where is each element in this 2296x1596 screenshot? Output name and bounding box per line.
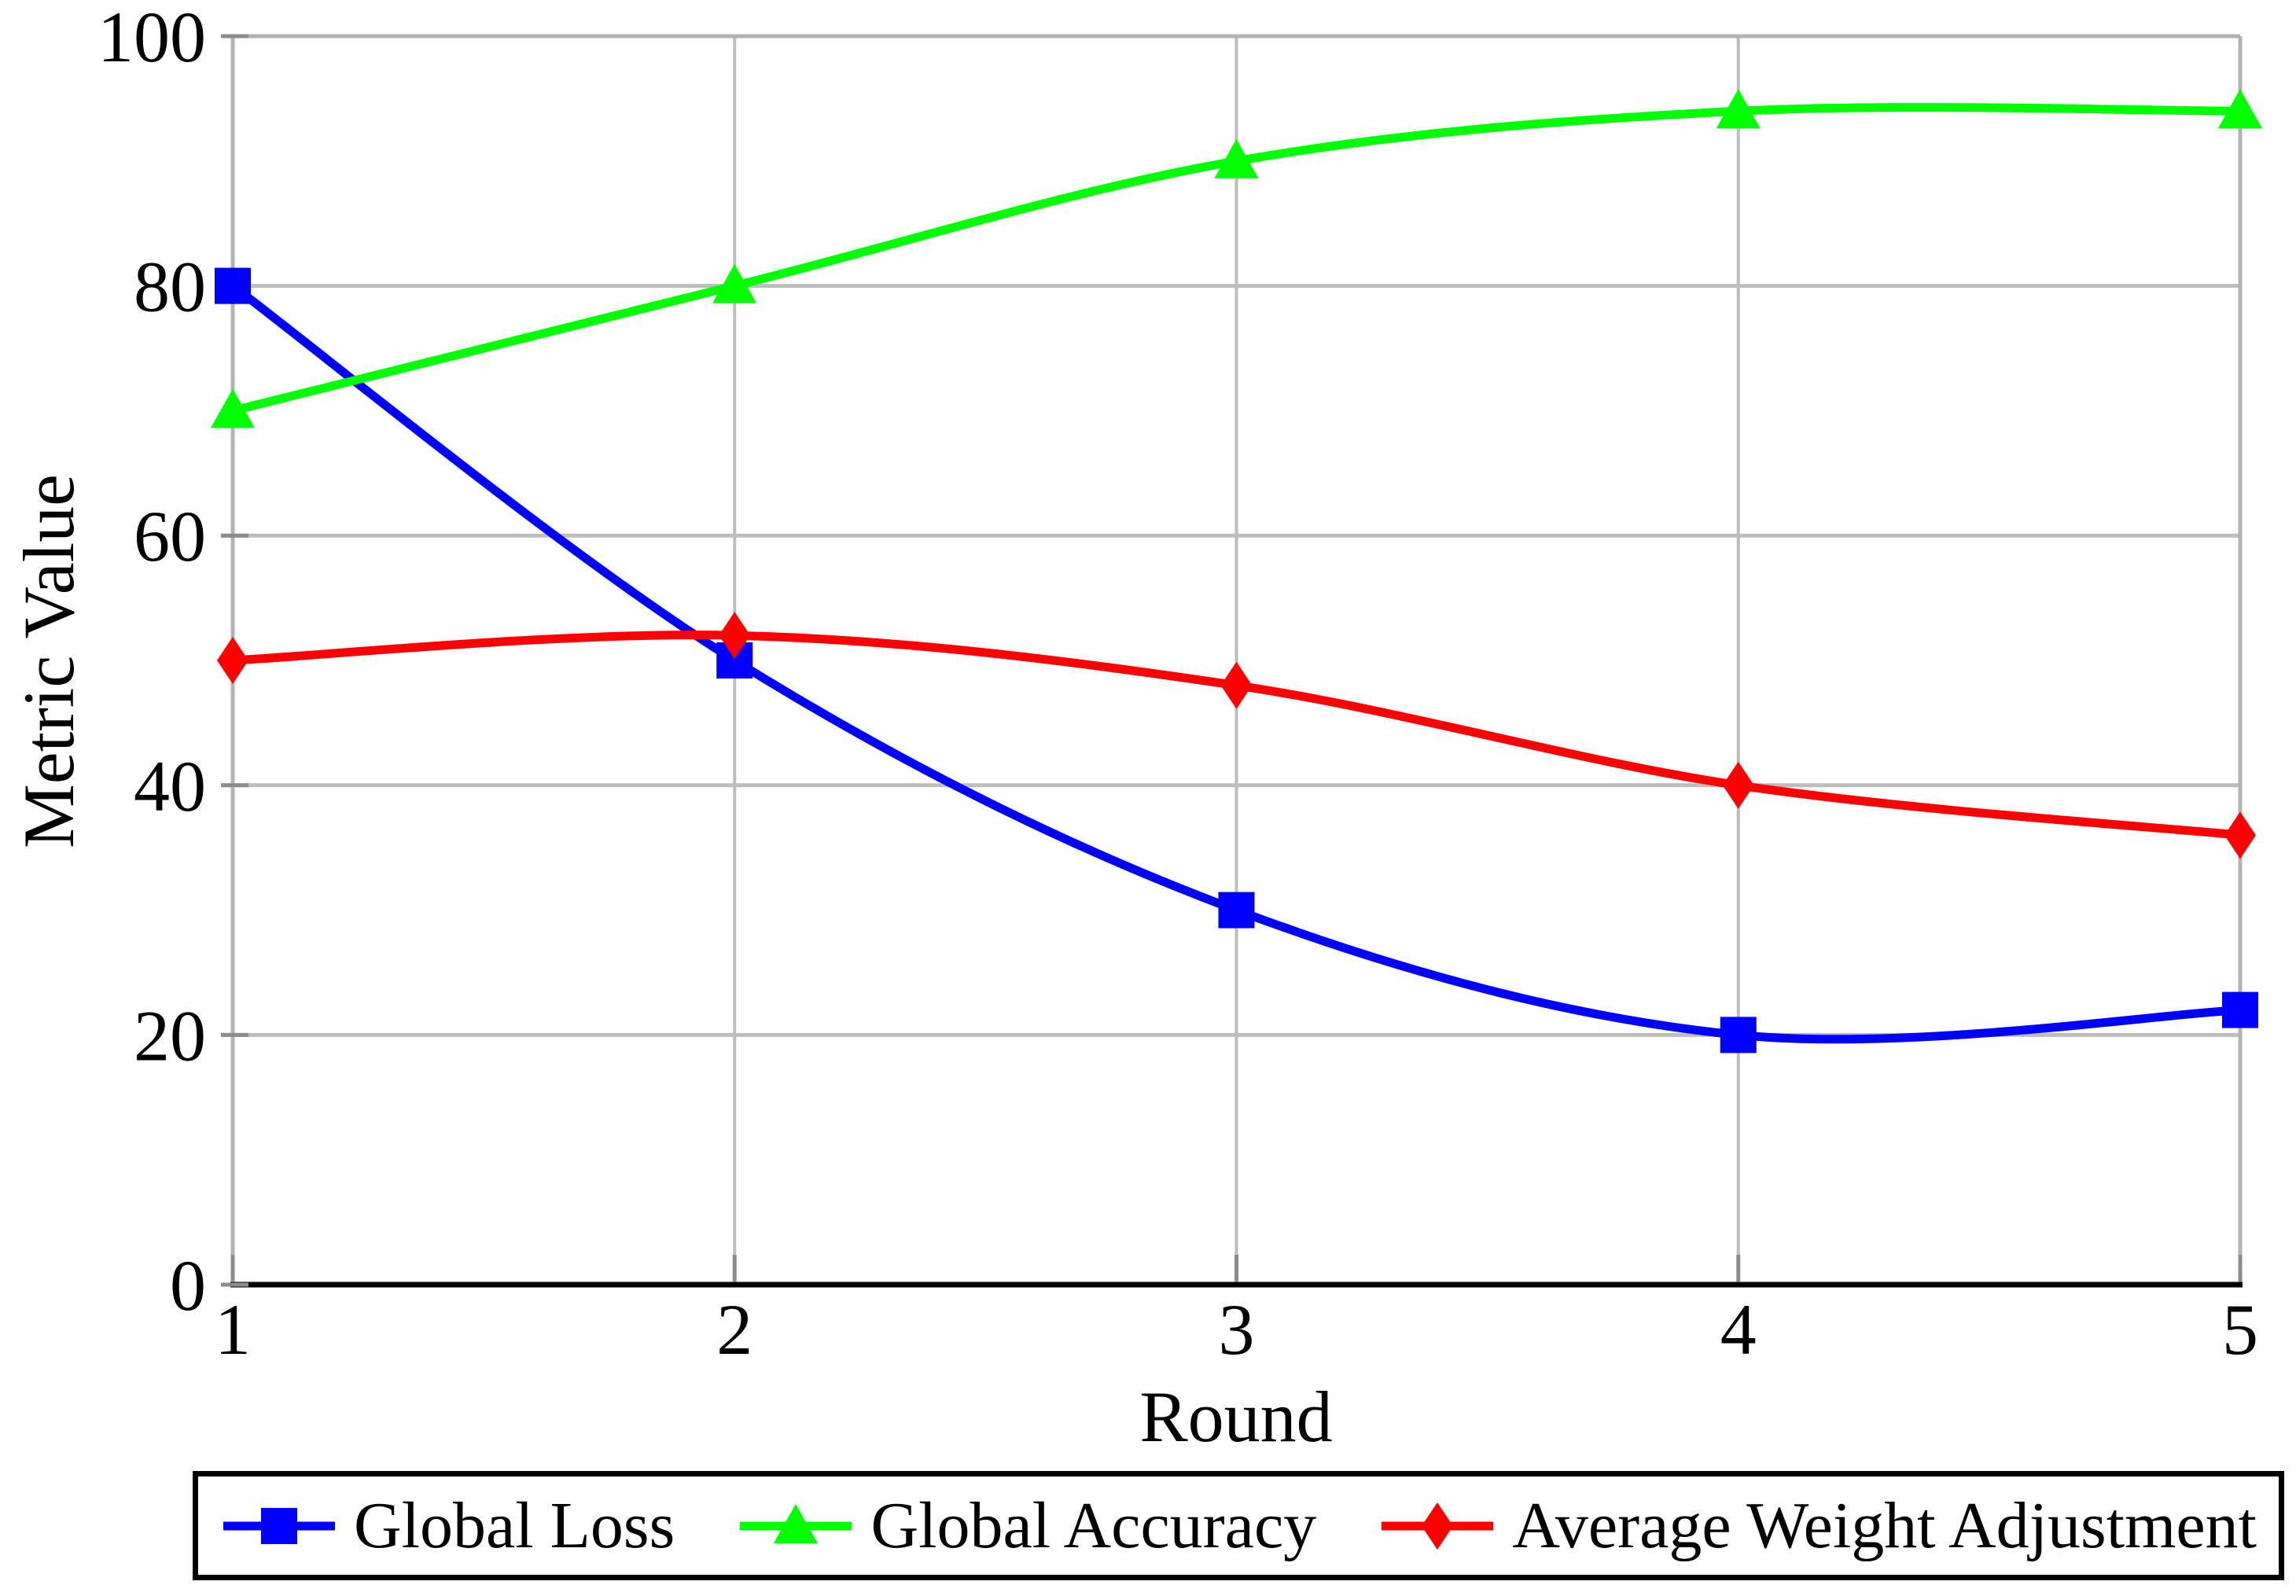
chart-legend: Global Loss Global Accuracy Average Weig…: [193, 1471, 2284, 1580]
marker-global-accuracy-round-3: [1214, 138, 1259, 178]
legend-sample-marker: [1422, 1502, 1454, 1550]
marker-average-weight-adjustment-round-1: [217, 637, 248, 684]
y-tick-label: 0: [170, 1245, 206, 1326]
y-axis-title: Metric Value: [9, 473, 89, 849]
marker-global-accuracy-round-2: [712, 263, 757, 303]
marker-average-weight-adjustment-round-2: [719, 612, 751, 660]
legend-sample-marker: [774, 1503, 819, 1543]
global-loss-marker-icon: [223, 1507, 335, 1544]
legend-label: Average Weight Adjustment: [1512, 1489, 2257, 1562]
x-axis-title: Round: [1139, 1377, 1333, 1457]
marker-global-loss-round-4: [1720, 1017, 1757, 1054]
average-weight-adjustment-marker-icon: [1382, 1502, 1494, 1550]
marker-global-accuracy-round-1: [211, 388, 255, 428]
y-tick-label: 40: [134, 746, 206, 826]
series-line-global-loss: [228, 281, 2245, 1044]
marker-average-weight-adjustment-round-5: [2224, 811, 2256, 859]
x-tick-label: 5: [2222, 1289, 2258, 1370]
y-tick-label: 100: [98, 0, 206, 77]
marker-global-loss-round-5: [2222, 991, 2258, 1028]
legend-item-global-loss: Global Loss: [220, 1488, 675, 1564]
marker-global-accuracy-round-5: [2218, 89, 2262, 129]
x-tick-label: 2: [716, 1289, 752, 1370]
legend-sample-marker: [261, 1507, 297, 1544]
x-tick-label: 3: [1219, 1289, 1255, 1370]
marker-global-accuracy-round-4: [1716, 89, 1761, 129]
legend-item-average-weight-adjustment: Average Weight Adjustment: [1378, 1488, 2257, 1564]
marker-global-loss-round-3: [1218, 892, 1255, 929]
y-tick-label: 60: [134, 496, 206, 576]
marker-average-weight-adjustment-round-3: [1220, 661, 1253, 709]
y-tick-label: 80: [134, 247, 206, 327]
x-tick-label: 4: [1720, 1289, 1757, 1370]
x-tick-label: 1: [215, 1289, 251, 1370]
legend-label: Global Accuracy: [870, 1489, 1317, 1562]
y-tick-label: 20: [134, 995, 206, 1076]
marker-global-loss-round-1: [215, 267, 251, 304]
marker-average-weight-adjustment-round-4: [1722, 761, 1754, 809]
global-accuracy-marker-icon: [740, 1503, 852, 1543]
legend-item-global-accuracy: Global Accuracy: [737, 1488, 1316, 1564]
legend-label: Global Loss: [354, 1489, 675, 1562]
